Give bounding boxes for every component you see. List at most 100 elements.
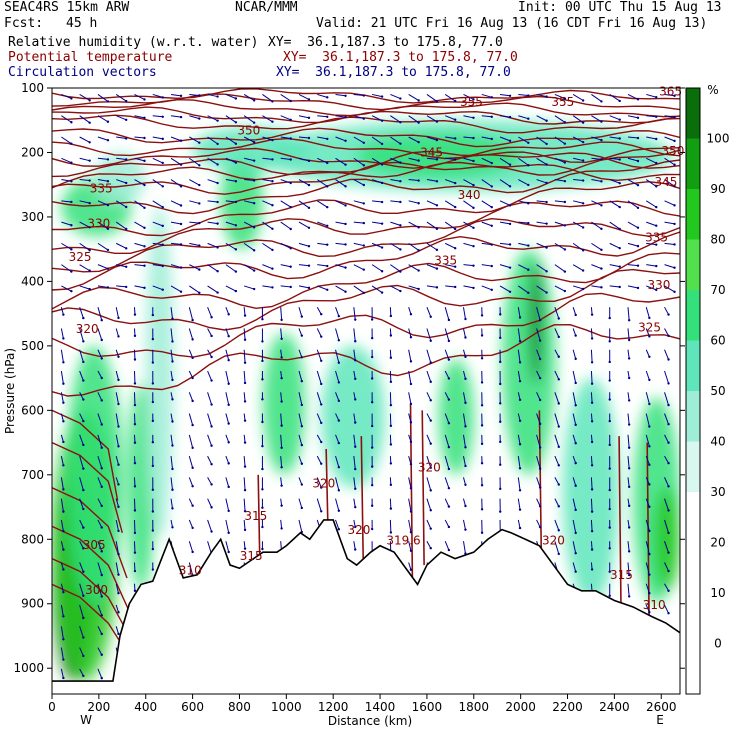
vector-head [143, 286, 146, 290]
vector-head [261, 398, 264, 401]
vector-arrow [426, 519, 432, 529]
vector-arrow [170, 157, 182, 166]
vector-head [210, 425, 213, 428]
vector-arrow [353, 242, 364, 247]
vector-head [62, 464, 65, 467]
vector-head [261, 378, 264, 381]
vector-head [320, 335, 323, 338]
vector-arrow [316, 200, 328, 208]
vector-head [370, 401, 374, 404]
vector-head [354, 421, 357, 424]
vector-head [490, 185, 493, 188]
vector-head [545, 181, 548, 185]
vector-arrow [79, 540, 84, 549]
vector-head [354, 525, 357, 529]
vector-head [429, 315, 432, 319]
vector-head [70, 161, 73, 164]
x-tick-label: 200 [87, 700, 110, 714]
vector-arrow [573, 179, 584, 182]
vector-arrow [426, 540, 432, 549]
vector-head [636, 98, 640, 101]
vector-arrow [536, 413, 541, 425]
vector-head [636, 136, 640, 140]
vector-head [527, 291, 530, 295]
vector-head [435, 100, 439, 103]
vector-arrow [280, 200, 291, 208]
vector-head [143, 159, 146, 163]
vector-arrow [61, 136, 72, 145]
vector-head [261, 488, 264, 491]
vector-head [655, 264, 658, 268]
theta-label: 315 [610, 568, 633, 582]
vector-head [88, 179, 91, 182]
vector-head [300, 379, 304, 383]
vector-head [191, 356, 194, 360]
vector-arrow [225, 392, 230, 405]
vector-head [380, 200, 384, 204]
vector-head [106, 139, 110, 142]
vector-arrow [317, 221, 328, 227]
vector-head [409, 360, 413, 363]
vector-head [590, 510, 594, 513]
vector-head [464, 401, 467, 405]
vector-head [88, 269, 91, 272]
vector-arrow [60, 328, 64, 339]
vector-head [454, 247, 457, 250]
vector-arrow [444, 200, 456, 208]
rh-region [145, 204, 174, 540]
vector-arrow [97, 668, 103, 679]
vector-head [627, 550, 631, 553]
vector-arrow [517, 456, 521, 469]
vector-arrow [664, 583, 669, 592]
vector-head [100, 504, 103, 508]
vector-head [151, 337, 155, 341]
vector-arrow [591, 179, 602, 182]
vector-arrow [97, 200, 109, 206]
vector-head [590, 464, 594, 467]
vector-head [447, 377, 451, 380]
vector-head [417, 159, 420, 162]
vector-arrow [97, 498, 103, 507]
vector-head [216, 246, 219, 249]
theta-label: 350 [662, 144, 685, 158]
vector-arrow [115, 562, 119, 575]
vector-arrow [371, 264, 383, 272]
vector-arrow [243, 94, 255, 101]
vector-head [581, 140, 585, 144]
vector-head [464, 317, 467, 321]
vector-head [344, 163, 347, 166]
vector-head [179, 204, 183, 207]
vector-head [417, 99, 420, 102]
vector-arrow [572, 349, 577, 360]
vector-head [472, 159, 475, 163]
vector-arrow [60, 349, 64, 363]
vector-head [435, 248, 439, 252]
vector-arrow [536, 519, 541, 528]
vector-arrow [371, 242, 383, 248]
vector-head [289, 285, 292, 289]
vector-arrow [79, 370, 84, 381]
vector-head [307, 98, 311, 101]
vector-head [472, 286, 475, 290]
vector-head [370, 446, 374, 449]
vector-head [499, 510, 502, 513]
vector-arrow [170, 370, 173, 380]
colorbar-outline [685, 87, 701, 695]
vector-head [161, 224, 164, 228]
vector-arrow [152, 242, 163, 246]
vector-arrow [463, 264, 474, 267]
vector-arrow [115, 498, 119, 507]
vector-arrow [444, 541, 450, 551]
vector-arrow [207, 115, 218, 122]
vector-arrow [298, 349, 303, 358]
vector-head [490, 96, 493, 99]
y-tick-label: 700 [21, 468, 44, 482]
vector-head [191, 376, 194, 380]
vector-arrow [60, 434, 64, 443]
vector-head [673, 290, 676, 294]
vector-arrow [590, 498, 593, 512]
vector-arrow [609, 94, 620, 102]
vector-head [464, 425, 467, 428]
vector-head [326, 96, 329, 99]
vector-arrow [664, 541, 670, 553]
